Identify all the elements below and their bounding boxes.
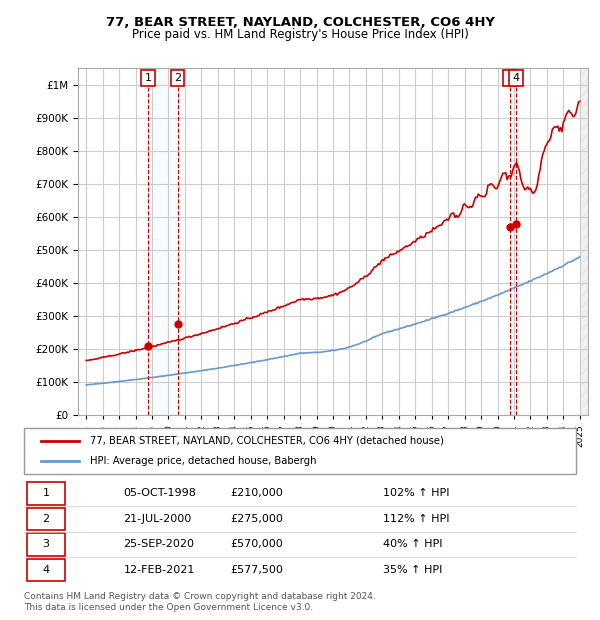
- Text: 1: 1: [145, 73, 151, 83]
- Text: £577,500: £577,500: [230, 565, 283, 575]
- Text: 2: 2: [43, 514, 50, 524]
- Text: 102% ↑ HPI: 102% ↑ HPI: [383, 489, 449, 498]
- Text: 05-OCT-1998: 05-OCT-1998: [124, 489, 196, 498]
- Text: 35% ↑ HPI: 35% ↑ HPI: [383, 565, 442, 575]
- Bar: [580, 68, 588, 415]
- Text: 112% ↑ HPI: 112% ↑ HPI: [383, 514, 449, 524]
- Text: Contains HM Land Registry data © Crown copyright and database right 2024.
This d: Contains HM Land Registry data © Crown c…: [24, 592, 376, 611]
- Text: 40% ↑ HPI: 40% ↑ HPI: [383, 539, 442, 549]
- Text: 4: 4: [43, 565, 50, 575]
- Text: £275,000: £275,000: [230, 514, 283, 524]
- Text: 3: 3: [506, 73, 513, 83]
- Text: 77, BEAR STREET, NAYLAND, COLCHESTER, CO6 4HY (detached house): 77, BEAR STREET, NAYLAND, COLCHESTER, CO…: [90, 436, 444, 446]
- Bar: [27, 533, 65, 556]
- Text: HPI: Average price, detached house, Babergh: HPI: Average price, detached house, Babe…: [90, 456, 317, 466]
- Bar: [27, 482, 65, 505]
- Bar: [27, 559, 65, 582]
- Text: Price paid vs. HM Land Registry's House Price Index (HPI): Price paid vs. HM Land Registry's House …: [131, 28, 469, 41]
- Bar: [27, 508, 65, 530]
- Text: £210,000: £210,000: [230, 489, 283, 498]
- Text: 1: 1: [43, 489, 50, 498]
- Text: £570,000: £570,000: [230, 539, 283, 549]
- Bar: [148, 68, 178, 415]
- Text: 4: 4: [512, 73, 520, 83]
- Text: 12-FEB-2021: 12-FEB-2021: [124, 565, 195, 575]
- Text: 77, BEAR STREET, NAYLAND, COLCHESTER, CO6 4HY: 77, BEAR STREET, NAYLAND, COLCHESTER, CO…: [106, 16, 494, 29]
- Text: 25-SEP-2020: 25-SEP-2020: [124, 539, 194, 549]
- Text: 3: 3: [43, 539, 50, 549]
- Text: 2: 2: [174, 73, 181, 83]
- Text: 21-JUL-2000: 21-JUL-2000: [124, 514, 191, 524]
